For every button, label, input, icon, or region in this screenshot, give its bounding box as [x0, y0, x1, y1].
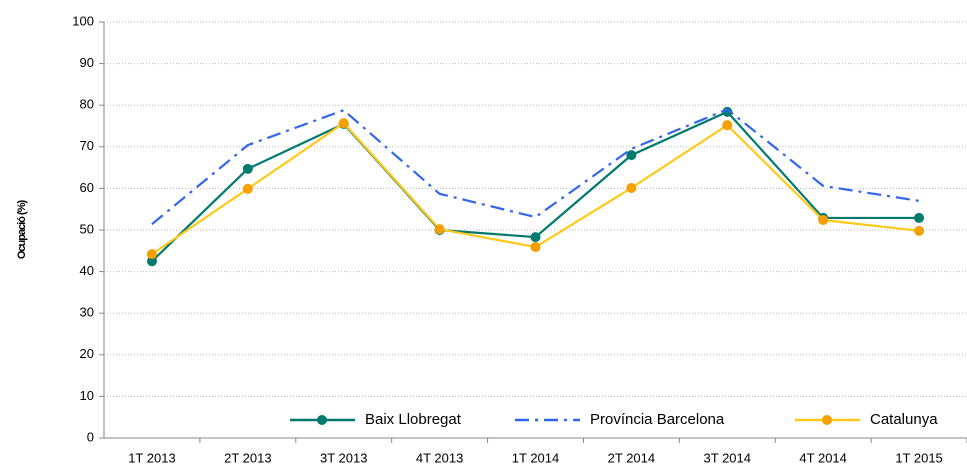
point	[818, 215, 829, 226]
point	[146, 249, 157, 260]
series-line	[151, 108, 920, 226]
point	[242, 183, 253, 194]
y-tick-label: 100	[72, 13, 94, 28]
y-tick-label: 90	[80, 55, 94, 70]
x-tick-label: 2T 2013	[224, 450, 271, 465]
point	[626, 182, 637, 193]
x-tick-label: 3T 2013	[320, 450, 367, 465]
point	[434, 224, 445, 235]
x-tick-label: 1T 2015	[895, 450, 942, 465]
legend-label: Catalunya	[870, 411, 938, 428]
y-tick-label: 0	[87, 429, 94, 444]
legend-label: Província Barcelona	[590, 411, 725, 428]
point	[338, 118, 349, 129]
x-tick-label: 1T 2014	[512, 450, 559, 465]
point	[626, 150, 637, 161]
legend-marker	[822, 415, 832, 425]
legend-marker	[317, 415, 327, 425]
x-tick-label: 3T 2014	[704, 450, 751, 465]
point	[914, 212, 925, 223]
legend-bg	[791, 411, 967, 429]
point	[722, 120, 733, 131]
legend-bg	[511, 411, 781, 429]
point	[530, 232, 541, 243]
y-tick-label: 70	[80, 138, 94, 153]
y-tick-label: 40	[80, 263, 94, 278]
x-tick-label: 4T 2014	[799, 450, 846, 465]
legend-label: Baix Llobregat	[365, 411, 462, 428]
point	[914, 225, 925, 236]
legend-bg	[286, 411, 476, 429]
y-tick-label: 60	[80, 180, 94, 195]
y-tick-label: 80	[80, 97, 94, 112]
y-tick-label: 10	[80, 388, 94, 403]
x-tick-label: 1T 2013	[128, 450, 175, 465]
point	[530, 242, 541, 253]
y-tick-label: 50	[80, 221, 94, 236]
y-axis-label: Ocupació (%)	[16, 200, 28, 260]
y-tick-label: 30	[80, 305, 94, 320]
point	[242, 163, 253, 174]
point	[146, 256, 157, 267]
y-tick-label: 20	[80, 346, 94, 361]
x-tick-label: 4T 2013	[416, 450, 463, 465]
x-tick-label: 2T 2014	[608, 450, 655, 465]
